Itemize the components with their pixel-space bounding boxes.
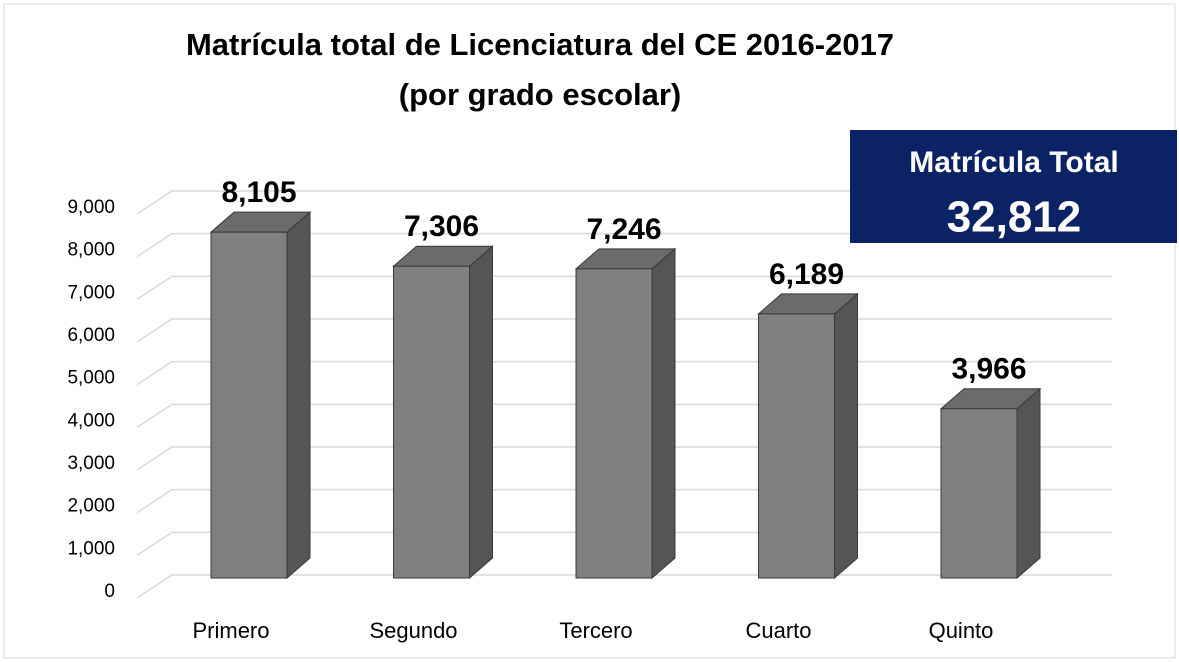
grid-line [136, 275, 173, 300]
y-tick-label: 7,000 [67, 282, 115, 303]
grid-line [136, 318, 173, 343]
value-label: 7,246 [586, 213, 661, 246]
value-label: 7,306 [404, 210, 479, 243]
value-label: 8,105 [221, 176, 296, 209]
grid-line [136, 233, 173, 258]
plot: 0 1,000 2,000 3,000 4,000 5,000 6,000 7,000 8,00… [67, 176, 1112, 643]
bar-side [286, 211, 311, 580]
y-tick-label: 4,000 [67, 410, 115, 431]
annotation-box [850, 130, 1177, 243]
value-label: 3,966 [951, 353, 1026, 386]
x-tick-label: Primero [192, 618, 269, 643]
bar [210, 231, 288, 579]
y-tick-label: 1,000 [67, 538, 115, 559]
bar [393, 265, 470, 579]
y-tick-label: 6,000 [67, 325, 115, 346]
bar-side [834, 292, 858, 580]
y-tick-label: 2,000 [67, 496, 115, 517]
chart-subtitle: (por grado escolar) [399, 77, 682, 112]
bar [758, 313, 835, 579]
grid-line [136, 489, 173, 514]
y-tick-label: 5,000 [67, 368, 115, 389]
x-tick-label: Tercero [559, 618, 632, 643]
value-label: 6,189 [769, 258, 844, 291]
annotation-text: 32,812 [947, 193, 1082, 242]
grid-line [136, 361, 173, 386]
y-tick-label: 8,000 [67, 240, 115, 261]
bar-side [469, 245, 493, 580]
x-tick-label: Quinto [929, 618, 994, 643]
bar [940, 408, 1018, 579]
grid-line [136, 531, 173, 556]
bar [575, 268, 653, 579]
bar-side [1016, 387, 1041, 580]
grid-line [136, 190, 173, 215]
bar-side [651, 247, 676, 580]
y-tick-label: 3,000 [67, 453, 115, 474]
x-tick-label: Segundo [369, 618, 457, 643]
chart-title: Matrícula total de Licenciatura del CE 2… [186, 27, 894, 62]
y-tick-label: 9,000 [67, 197, 115, 218]
x-tick-label: Cuarto [745, 618, 811, 643]
grid-line [136, 574, 173, 599]
grid-line [136, 446, 173, 471]
y-tick-label: 0 [104, 581, 115, 602]
grid-line [136, 403, 173, 428]
annotation-title: Matrícula Total [909, 146, 1118, 179]
